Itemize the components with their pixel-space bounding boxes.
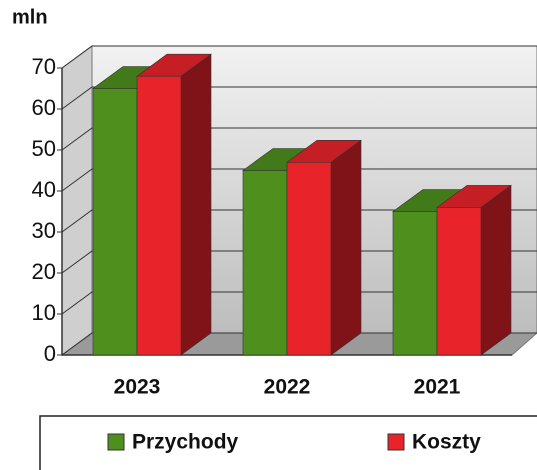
y-tick-label: 70 — [32, 54, 56, 79]
x-tick-label: 2023 — [114, 376, 161, 399]
bar-side — [330, 139, 362, 356]
x-tick-label: 2021 — [414, 376, 461, 399]
y-tick-label: 0 — [44, 341, 56, 366]
bar — [286, 162, 332, 356]
bar — [436, 207, 482, 356]
x-tick-label: 2022 — [264, 376, 311, 399]
y-tick-label: 50 — [32, 136, 56, 161]
legend-label: Przychody — [132, 431, 239, 454]
bar — [392, 211, 438, 356]
side-wall — [61, 45, 93, 356]
y-tick-label: 30 — [32, 218, 56, 243]
bar — [136, 75, 182, 356]
bar-side — [180, 53, 212, 356]
bar-side — [480, 184, 512, 356]
legend-label: Koszty — [412, 431, 481, 454]
grid-line — [61, 86, 537, 110]
bar — [92, 88, 138, 356]
grid-line — [61, 168, 537, 192]
legend-swatch — [387, 433, 405, 451]
grid-line — [61, 332, 537, 356]
grid-line — [61, 45, 537, 69]
grid-line — [61, 250, 537, 274]
y-axis-label: mln — [12, 6, 48, 28]
y-tick-label: 10 — [32, 300, 56, 325]
grid-line — [61, 209, 537, 233]
y-tick-label: 40 — [32, 177, 56, 202]
y-tick-label: 20 — [32, 259, 56, 284]
grid-line — [61, 291, 537, 315]
legend-swatch — [107, 433, 125, 451]
bar — [242, 170, 288, 356]
y-tick-label: 60 — [32, 95, 56, 120]
grid-line — [61, 127, 537, 151]
